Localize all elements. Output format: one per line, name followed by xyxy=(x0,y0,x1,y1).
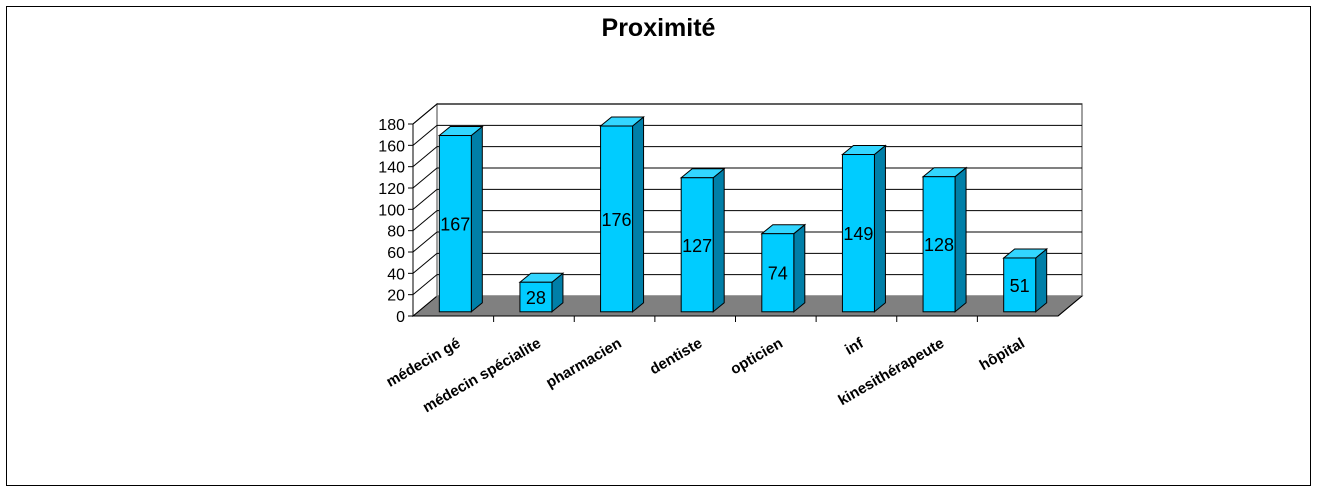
y-tick-label: 0 xyxy=(396,309,405,326)
x-tick-label: dentiste xyxy=(647,335,705,378)
bar xyxy=(841,154,875,313)
data-label: 28 xyxy=(526,288,546,308)
data-label: 127 xyxy=(682,236,712,256)
gridline-side xyxy=(412,274,438,296)
gridline-side xyxy=(412,167,438,189)
y-tick-label: 120 xyxy=(378,181,405,198)
x-tick-label: inf xyxy=(842,334,867,358)
gridline-side xyxy=(412,124,438,146)
y-tick-label: 140 xyxy=(378,160,405,177)
y-tick-label: 80 xyxy=(387,224,405,241)
floor-edge xyxy=(1057,295,1083,317)
data-label: 167 xyxy=(440,215,470,235)
y-tick-label: 160 xyxy=(378,138,405,155)
y-tick-label: 60 xyxy=(387,245,405,262)
bar xyxy=(519,281,553,313)
data-label: 128 xyxy=(924,235,954,255)
bar-side xyxy=(954,166,967,313)
x-tick-label: pharmacien xyxy=(543,335,624,392)
chart-floor xyxy=(411,295,1084,317)
x-tick-label: hôpital xyxy=(977,335,1028,374)
gridline-side xyxy=(412,188,438,210)
bar xyxy=(761,233,795,313)
bar-side xyxy=(873,144,886,313)
y-tick-label: 20 xyxy=(387,288,405,305)
bar-side xyxy=(1035,247,1048,313)
bar-side xyxy=(470,125,483,313)
y-tick-label: 180 xyxy=(378,117,405,134)
data-label: 149 xyxy=(843,224,873,244)
data-label: 176 xyxy=(602,210,632,230)
data-label: 51 xyxy=(1010,276,1030,296)
bar xyxy=(600,125,634,313)
y-tick-label: 40 xyxy=(387,266,405,283)
bar-side xyxy=(793,223,806,313)
bar xyxy=(438,135,472,313)
gridline-side xyxy=(412,252,438,274)
chart-title: Proximité xyxy=(601,14,716,42)
y-tick-label: 100 xyxy=(378,202,405,219)
gridline-side xyxy=(412,231,438,253)
bar-side xyxy=(632,115,645,313)
bar xyxy=(680,177,714,313)
bar xyxy=(1003,257,1037,313)
gridline-side xyxy=(412,146,438,168)
gridline-side xyxy=(412,210,438,232)
x-tick-label: opticien xyxy=(728,335,786,378)
bar xyxy=(922,176,956,313)
chart-back-wall xyxy=(436,103,1083,297)
gridline-side xyxy=(412,103,438,125)
data-label: 74 xyxy=(768,264,788,284)
bar-side xyxy=(712,167,725,313)
